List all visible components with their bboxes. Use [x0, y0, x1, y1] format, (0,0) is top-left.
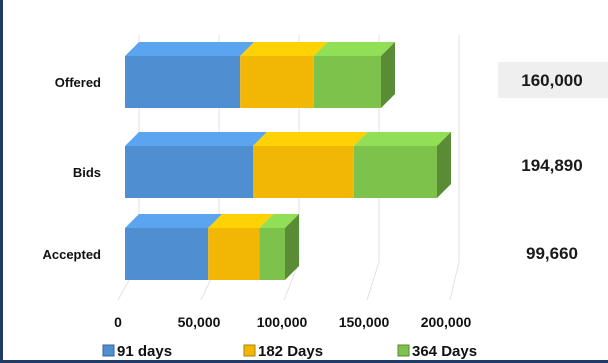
- legend-swatch: [397, 344, 410, 357]
- legend-label: 182 Days: [258, 343, 323, 360]
- bar-segment: [125, 228, 209, 280]
- bar-segment: [259, 228, 285, 280]
- bar-top: [313, 42, 395, 56]
- bar-segment: [125, 146, 253, 198]
- x-tick-label: 200,000: [421, 314, 472, 330]
- bar-segment: [240, 56, 314, 108]
- x-tick-label: 150,000: [339, 314, 390, 330]
- legend-label: 91 days: [117, 343, 172, 360]
- total-value: 194,890: [521, 156, 582, 175]
- x-tick-label: 0: [114, 314, 122, 330]
- category-label: Offered: [55, 75, 101, 90]
- bar-top: [253, 132, 368, 146]
- bar-segment: [253, 146, 354, 198]
- bar-top: [125, 132, 267, 146]
- bar-top: [240, 42, 328, 56]
- bar-side: [381, 42, 395, 108]
- category-label: Accepted: [42, 247, 101, 262]
- bar-segment: [125, 56, 241, 108]
- bar-top: [208, 214, 274, 228]
- total-value: 99,660: [526, 244, 578, 263]
- total-value: 160,000: [521, 71, 582, 90]
- gridline-floor: [449, 261, 460, 301]
- bar-segment: [208, 228, 260, 280]
- bar-top: [125, 42, 255, 56]
- total-highlight-box: [498, 62, 608, 98]
- legend-swatch: [102, 344, 115, 357]
- legend-swatch: [243, 344, 256, 357]
- bar-top: [125, 214, 223, 228]
- bar-side: [285, 214, 299, 280]
- category-label: Bids: [73, 165, 101, 180]
- legend-label: 364 Days: [412, 343, 477, 360]
- x-tick-label: 100,000: [257, 314, 308, 330]
- bar-segment: [313, 56, 381, 108]
- bar-side: [437, 132, 451, 198]
- x-tick-label: 50,000: [178, 314, 221, 330]
- bar-top: [259, 214, 299, 228]
- bar-segment: [353, 146, 437, 198]
- bar-top: [353, 132, 451, 146]
- gridline-floor: [366, 261, 380, 301]
